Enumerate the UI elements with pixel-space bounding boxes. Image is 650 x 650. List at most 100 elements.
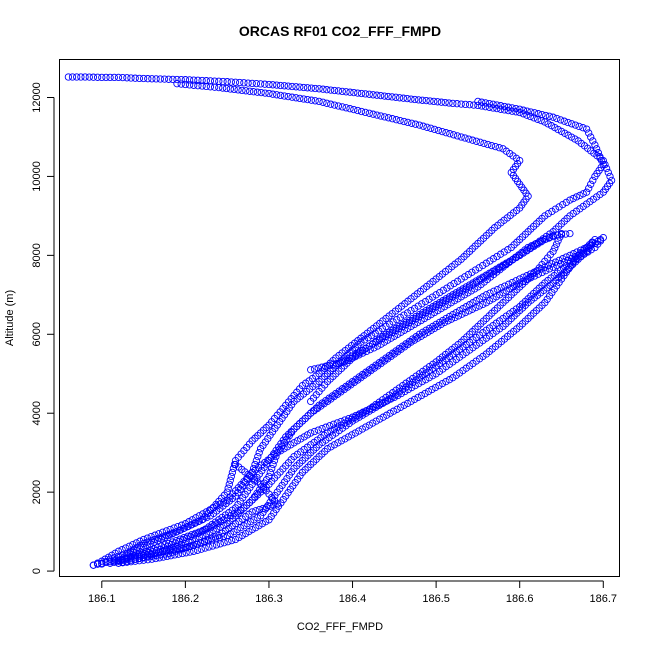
data-point [471, 266, 480, 274]
data-point [379, 413, 387, 421]
data-point [204, 536, 212, 544]
data-point [519, 106, 528, 114]
data-point [225, 480, 233, 488]
data-point [143, 542, 151, 550]
data-point [168, 530, 177, 538]
data-point [411, 381, 419, 390]
data-point [496, 250, 505, 258]
data-point [414, 96, 423, 104]
data-point [172, 536, 180, 545]
data-point [261, 80, 269, 88]
data-point [352, 411, 360, 420]
data-point [184, 522, 192, 531]
data-point [254, 452, 262, 461]
data-point [408, 383, 416, 392]
data-points [64, 73, 616, 569]
data-point [526, 112, 535, 121]
data-point [157, 542, 165, 550]
data-point [357, 89, 366, 98]
data-point [190, 81, 198, 89]
data-point [211, 533, 219, 541]
data-point [110, 554, 118, 562]
data-point [545, 233, 554, 241]
data-point [568, 120, 576, 128]
data-point [442, 377, 450, 386]
data-point [304, 451, 312, 459]
data-point [177, 80, 185, 88]
data-point [180, 524, 189, 532]
data-point [194, 76, 202, 84]
data-point [330, 86, 339, 95]
data-point [369, 419, 377, 427]
data-point [453, 132, 462, 140]
data-point [425, 295, 433, 303]
data-point [410, 304, 419, 313]
data-point [403, 94, 411, 103]
data-point [572, 193, 581, 201]
data-point [259, 504, 267, 513]
data-point [266, 468, 274, 477]
data-point [454, 312, 463, 320]
data-point [472, 303, 480, 312]
y-tick-label: 12000 [31, 82, 43, 113]
data-point [248, 79, 256, 88]
data-point [373, 91, 381, 99]
data-point [190, 76, 198, 84]
data-point [165, 539, 173, 548]
data-point [414, 393, 422, 402]
data-point [341, 435, 349, 443]
data-point [310, 365, 319, 373]
data-point [110, 73, 118, 82]
data-point [190, 547, 198, 555]
data-point [177, 544, 186, 552]
plot-area-border [59, 59, 620, 577]
data-point [512, 108, 520, 116]
data-point [177, 75, 185, 84]
data-point [422, 96, 430, 105]
data-point [118, 546, 126, 554]
data-point [430, 97, 438, 106]
data-point [287, 427, 295, 436]
data-point [470, 101, 478, 109]
data-point [334, 87, 343, 95]
data-point [314, 364, 322, 372]
data-point [397, 389, 405, 398]
data-point [468, 305, 476, 313]
data-point [415, 121, 424, 129]
data-point [252, 507, 260, 515]
data-point [337, 417, 345, 426]
data-point [504, 317, 513, 325]
data-point [495, 144, 503, 152]
data-point [575, 122, 583, 131]
data-point [542, 267, 550, 275]
data-point [77, 73, 85, 81]
data-point [396, 313, 404, 322]
data-point [89, 73, 98, 81]
data-point [542, 235, 550, 243]
data-point [252, 79, 261, 88]
data-point [184, 532, 192, 540]
data-point [338, 87, 346, 96]
data-point [534, 110, 542, 118]
data-point [202, 77, 210, 85]
data-point [482, 259, 490, 267]
data-point [453, 277, 462, 285]
data-point [323, 370, 332, 378]
data-point [199, 515, 207, 523]
data-point [387, 395, 395, 403]
data-point [223, 78, 231, 86]
data-point [500, 106, 509, 114]
y-tick-label: 6000 [31, 322, 43, 346]
data-point [504, 293, 513, 302]
data-point [292, 83, 300, 91]
data-point [176, 535, 184, 543]
data-point [273, 81, 281, 89]
data-point [98, 560, 106, 568]
data-point [230, 85, 238, 94]
data-point [261, 89, 269, 97]
data-point [569, 194, 577, 203]
data-point [253, 88, 262, 96]
data-point [323, 99, 331, 107]
data-point [485, 312, 493, 320]
